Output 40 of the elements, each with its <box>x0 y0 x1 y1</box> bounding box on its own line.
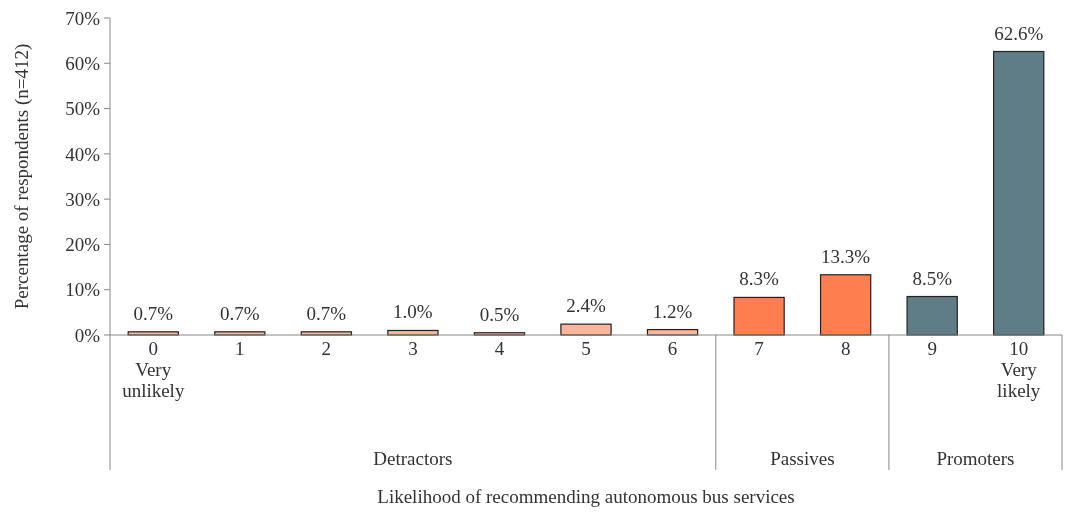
data-label: 8.5% <box>912 267 953 289</box>
bar <box>733 296 785 336</box>
data-label: 0.7% <box>306 302 347 324</box>
y-tick-label: 40% <box>65 143 101 165</box>
bar <box>993 50 1045 336</box>
y-axis-title: Percentage of respondents (n=412) <box>11 43 33 310</box>
y-tick-label: 30% <box>65 188 101 210</box>
x-tick-label: 4 <box>494 338 505 359</box>
y-tick-label: 60% <box>65 52 101 74</box>
data-label: 0.7% <box>133 302 174 324</box>
x-tick-label: 3 <box>408 338 418 359</box>
x-tick-label: 7 <box>754 338 764 359</box>
y-tick-label: 20% <box>65 234 101 256</box>
bar <box>906 295 958 336</box>
data-label: 62.6% <box>994 22 1044 44</box>
data-label: 1.0% <box>393 301 433 323</box>
data-label: 1.2% <box>652 300 693 322</box>
x-tick-label: 2 <box>321 338 332 359</box>
data-label: 0.5% <box>479 303 520 325</box>
x-tick-label: 6 <box>667 338 678 359</box>
x-tick-label: 0 Very unlikely <box>122 338 185 401</box>
x-tick-label: 1 <box>235 338 245 359</box>
x-tick-label: 5 <box>581 338 591 359</box>
data-label: 13.3% <box>821 245 871 267</box>
text: Detractors <box>373 448 453 469</box>
y-tick-label: 0% <box>74 324 101 346</box>
y-tick-label: 10% <box>65 279 101 301</box>
text: Promoters <box>936 448 1015 469</box>
x-tick-label: 8 <box>840 338 851 359</box>
y-tick-label: 70% <box>65 7 101 29</box>
x-axis-title: Likelihood of recommending autonomous bus services <box>377 486 795 507</box>
data-label: 0.7% <box>220 302 260 324</box>
bar <box>819 274 872 336</box>
x-tick-label: 10 Very likely <box>997 338 1041 401</box>
text: Passives <box>770 448 835 469</box>
y-tick-label: 50% <box>65 98 101 120</box>
data-label: 8.3% <box>739 268 780 290</box>
x-tick-label: 9 <box>927 338 937 359</box>
bar <box>560 323 612 336</box>
data-label: 2.4% <box>566 295 606 317</box>
